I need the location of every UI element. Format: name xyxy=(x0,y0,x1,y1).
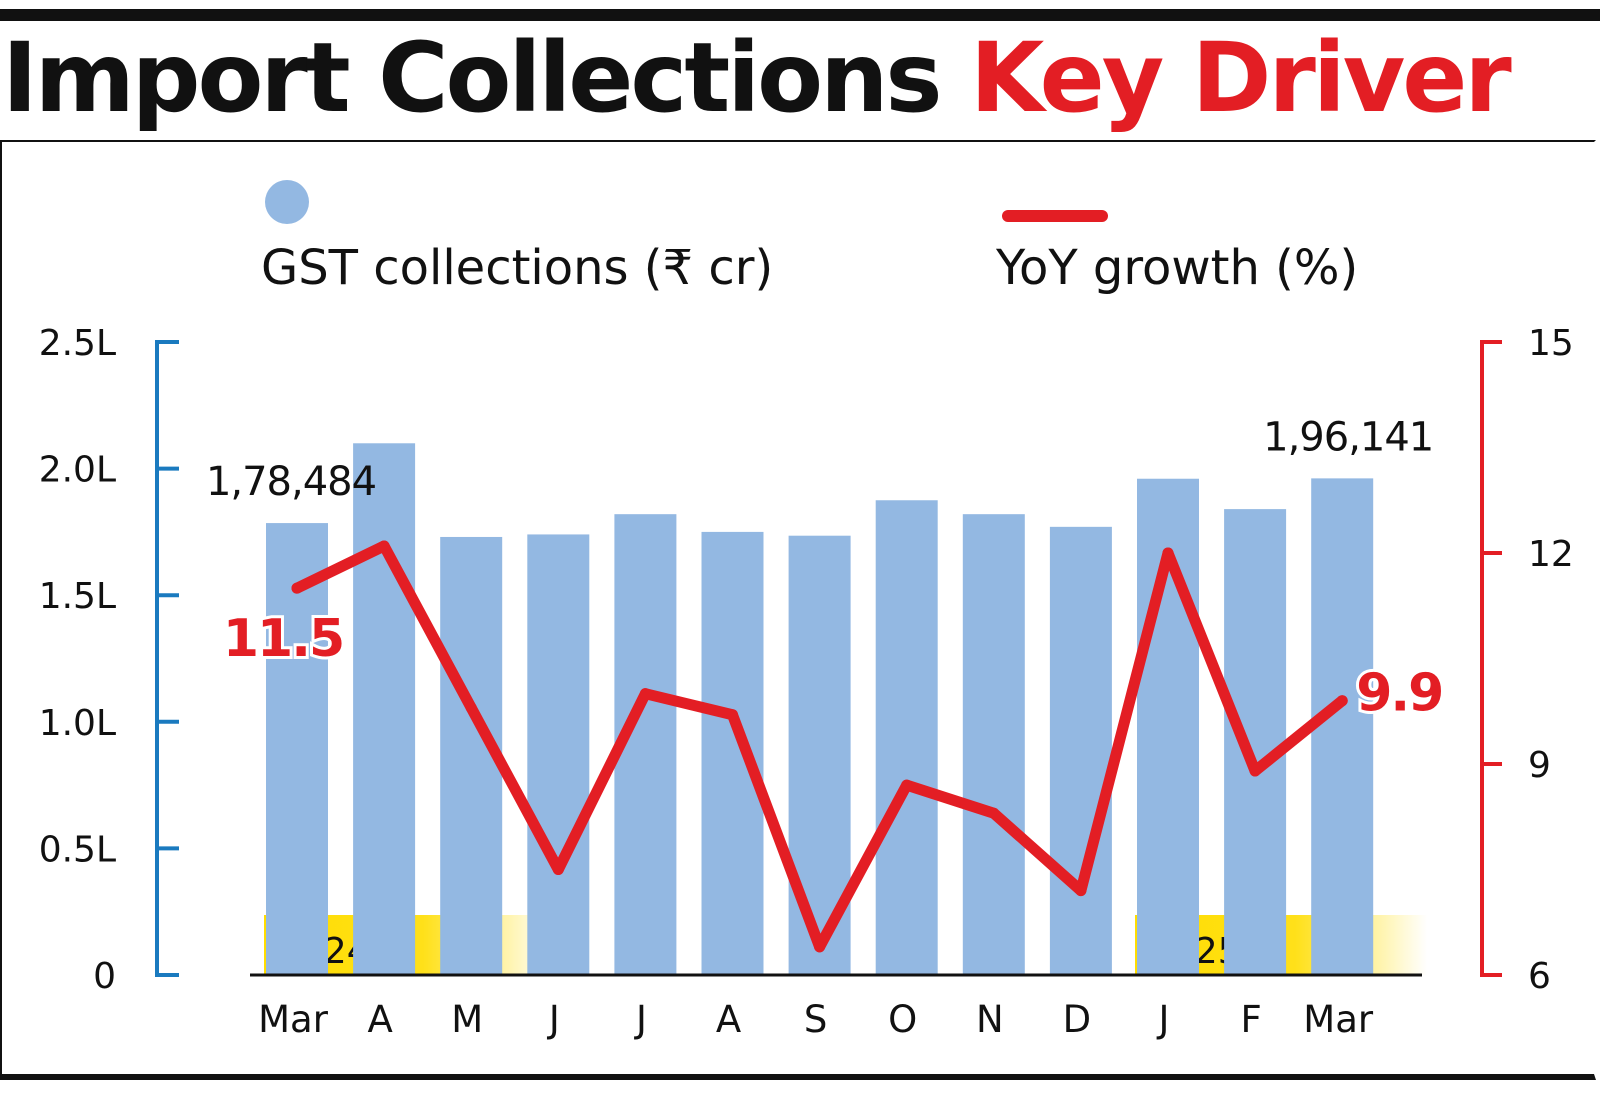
bar-value-label: 1,96,141 xyxy=(1263,414,1433,460)
bar xyxy=(1311,478,1374,975)
growth-point xyxy=(1075,885,1087,897)
left-axis-tick-label: 0 xyxy=(93,956,116,997)
growth-value-label: 9.9 xyxy=(1356,664,1442,724)
x-axis-tick-label: J xyxy=(1157,998,1170,1041)
growth-point xyxy=(291,582,303,594)
bar xyxy=(353,443,416,975)
page-title: Import Collections Key Driver xyxy=(2,18,1512,138)
bar xyxy=(266,523,328,975)
growth-point xyxy=(639,688,651,700)
right-axis-tick-label: 9 xyxy=(1528,745,1551,786)
x-axis-tick-label: N xyxy=(976,998,1004,1041)
bar xyxy=(962,514,1025,975)
growth-point xyxy=(1249,765,1261,777)
legend: GST collections (₹ cr) YoY growth (%) xyxy=(261,180,1358,296)
left-axis-tick-label: 2.0L xyxy=(39,450,116,491)
left-axis-tick-label: 1.0L xyxy=(39,703,116,744)
x-axis-tick-label: Mar xyxy=(1303,998,1374,1041)
legend-bar-label: GST collections (₹ cr) xyxy=(261,240,773,296)
x-axis-tick-label: J xyxy=(547,998,560,1041)
x-axis-tick-label: S xyxy=(804,998,828,1041)
bar xyxy=(701,531,764,975)
right-axis-tick-label: 12 xyxy=(1528,534,1574,575)
growth-point xyxy=(1162,547,1174,559)
growth-point xyxy=(727,709,738,721)
growth-point xyxy=(988,807,1000,819)
x-axis-tick-label: O xyxy=(888,998,917,1041)
growth-point xyxy=(465,702,477,714)
bar xyxy=(1049,526,1112,975)
chart-frame xyxy=(0,140,1596,1080)
legend-bar-swatch xyxy=(265,180,309,224)
growth-point xyxy=(1336,695,1348,707)
bar xyxy=(875,500,938,975)
x-axis-tick-label: M xyxy=(451,998,483,1041)
x-axis-tick-label: F xyxy=(1240,998,1261,1041)
x-axis-tick-label: A xyxy=(367,998,392,1041)
left-axis: 0 0.5L 1.0L 1.5L 2.0L 2.5L xyxy=(39,323,179,997)
left-axis-tick-label: 2.5L xyxy=(39,323,116,364)
title-accent: Key Driver xyxy=(969,22,1512,134)
x-axis-tick-label: J xyxy=(634,998,647,1041)
x-axis-tick-label: Mar xyxy=(258,998,329,1041)
right-axis: 6 9 12 15 xyxy=(1480,323,1574,997)
growth-value-label: 11.5 xyxy=(223,609,343,669)
growth-point xyxy=(378,540,390,552)
right-axis-tick-label: 6 xyxy=(1528,956,1551,997)
bar-value-label: 1,78,484 xyxy=(206,459,376,505)
legend-line-label: YoY growth (%) xyxy=(995,240,1358,296)
left-axis-tick-label: 0.5L xyxy=(39,829,116,870)
x-axis-tick-label: D xyxy=(1063,998,1092,1041)
growth-line xyxy=(291,540,1348,953)
x-axis-tick-label: A xyxy=(716,998,741,1041)
bar xyxy=(527,534,590,975)
x-axis-ticks: Mar A M J J A S O N D J F Mar xyxy=(258,998,1374,1041)
growth-point xyxy=(552,864,564,875)
left-axis-tick-label: 1.5L xyxy=(39,576,116,617)
growth-point xyxy=(901,779,913,791)
data-labels: 1,78,484 1,96,141 11.5 9.9 xyxy=(206,414,1447,726)
growth-point xyxy=(814,941,826,953)
right-axis-tick-label: 15 xyxy=(1528,323,1574,364)
bar xyxy=(1224,509,1287,975)
bars xyxy=(266,443,1374,975)
top-rule xyxy=(0,9,1600,21)
title-main: Import Collections xyxy=(2,22,943,134)
